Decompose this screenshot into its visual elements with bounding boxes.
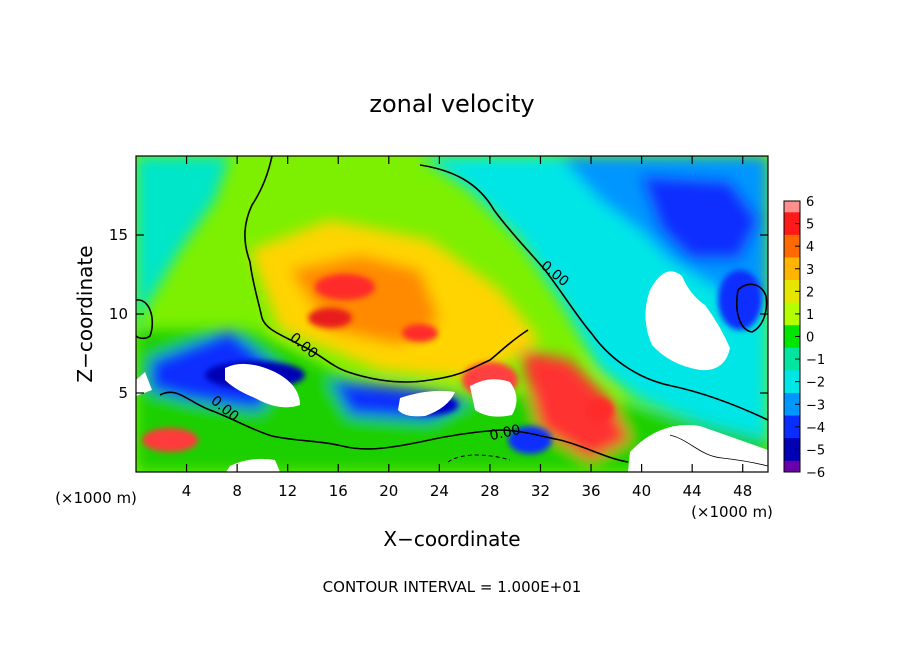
contour-interval: CONTOUR INTERVAL = 1.000E+01 — [323, 578, 582, 596]
colorbar-label: −4 — [806, 421, 825, 436]
colorbar-label: 4 — [806, 240, 814, 255]
x-tick-label: 16 — [329, 482, 348, 500]
field-max-red-5 — [586, 398, 614, 422]
x-tick-label: 32 — [531, 482, 550, 500]
colorbar-label: 6 — [806, 195, 814, 210]
zero-contour-upper — [419, 164, 768, 421]
field-max-red-3 — [402, 324, 438, 342]
colorbar-swatch — [784, 268, 800, 281]
colorbar-swatch — [784, 336, 800, 349]
field-max-red-2 — [308, 308, 352, 328]
x-unit-right: (×1000 m) — [691, 503, 773, 521]
colorbar-label: −1 — [806, 353, 825, 368]
x-tick-label: 8 — [232, 482, 242, 500]
colorbar-swatch — [784, 404, 800, 417]
colorbar-swatch — [784, 234, 800, 247]
colorbar-swatch — [784, 325, 800, 337]
field-max-red-1 — [315, 274, 375, 300]
colorbar-swatch — [784, 347, 800, 360]
colorbar-label: −5 — [806, 443, 825, 458]
colorbar-label: 2 — [806, 285, 814, 300]
colorbar-label: −3 — [806, 398, 825, 413]
zero-contour-lower — [159, 391, 629, 463]
colorbar-swatch — [784, 415, 800, 428]
field-region-cyan-left — [136, 156, 230, 330]
colorbar-swatch — [784, 359, 800, 371]
colorbar-swatch — [784, 291, 800, 304]
colorbar-swatch — [784, 426, 800, 439]
saturation-white-bottom — [628, 425, 768, 472]
saturation-white-corner — [136, 372, 152, 396]
x-tick-label: 12 — [278, 482, 297, 500]
x-tick-label: 36 — [581, 482, 600, 500]
colorbar-label: 1 — [806, 308, 814, 323]
saturation-white-left — [225, 363, 300, 408]
negative-contour-dashed — [447, 454, 511, 463]
field-min-blue-3 — [508, 426, 552, 454]
zero-contour-main — [244, 156, 529, 383]
x-tick-label: 20 — [379, 482, 398, 500]
colorbar-label: 0 — [806, 331, 814, 346]
plot-area: 0.00 0.00 0.00 0.00 — [136, 156, 768, 472]
x-tick-label: 28 — [480, 482, 499, 500]
y-tick-label: 10 — [109, 305, 128, 323]
x-tick-label: 48 — [733, 482, 752, 500]
colorbar-label: −2 — [806, 376, 825, 391]
field-max-red-6 — [142, 428, 198, 452]
saturation-white-center — [470, 379, 517, 417]
colorbar-label: 3 — [806, 263, 814, 278]
x-axis: 4 8 12 16 20 24 28 32 36 40 44 48 — [182, 156, 752, 500]
field-region-darkblue-core — [640, 175, 760, 260]
colorbar-swatch — [784, 257, 800, 270]
y-tick-label: 15 — [109, 226, 128, 244]
colorbar-swatch — [784, 381, 800, 394]
colorbar-swatch — [784, 392, 800, 405]
colorbar-swatch — [784, 460, 800, 473]
colorbar-swatch — [784, 313, 800, 326]
y-axis: 5 10 15 — [109, 226, 768, 402]
colorbar-swatch — [784, 370, 800, 383]
colorbar-swatch — [784, 449, 800, 462]
x-tick-label: 4 — [182, 482, 192, 500]
colorbar-label: 5 — [806, 218, 814, 233]
colorbar-label: −6 — [806, 466, 825, 481]
saturation-white-base — [226, 458, 280, 472]
chart-title: zonal velocity — [369, 90, 534, 118]
x-unit-left: (×1000 m) — [55, 489, 137, 507]
x-axis-label: X−coordinate — [383, 527, 520, 551]
colorbar: 6 5 4 3 2 1 0 −1 −2 −3 −4 −5 −6 — [783, 195, 825, 481]
zero-contour-left-loop — [136, 299, 154, 340]
colorbar-swatch — [784, 438, 800, 450]
colorbar-swatch — [784, 302, 800, 315]
colorbar-swatch — [784, 201, 800, 213]
x-tick-label: 44 — [683, 482, 702, 500]
y-tick-label: 5 — [118, 384, 128, 402]
x-tick-label: 40 — [632, 482, 651, 500]
saturation-white-mid — [398, 390, 455, 417]
saturation-white-right — [645, 271, 730, 371]
colorbar-swatch — [784, 223, 800, 236]
contour-label-4: 0.00 — [488, 422, 522, 444]
x-tick-label: 24 — [430, 482, 449, 500]
colorbar-swatch — [784, 212, 800, 225]
thin-contour-bottom — [669, 434, 768, 467]
zero-contour-right-loop — [736, 283, 768, 333]
colorbar-swatch — [784, 280, 800, 292]
y-axis-label: Z−coordinate — [73, 245, 97, 382]
colorbar-swatch — [784, 246, 800, 258]
